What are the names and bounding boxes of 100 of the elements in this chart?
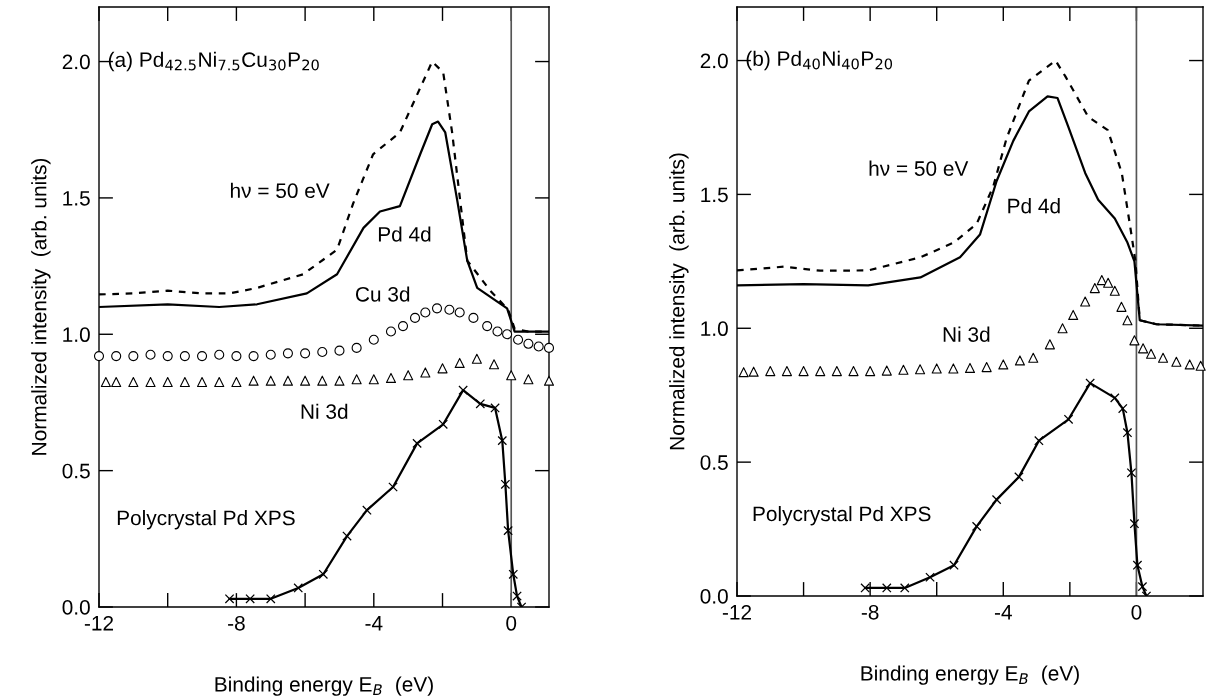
point [248, 375, 259, 386]
point [362, 505, 372, 515]
point [351, 342, 362, 353]
point [385, 372, 397, 383]
point [282, 375, 293, 386]
point [1034, 435, 1044, 446]
point [248, 351, 259, 362]
point [831, 366, 842, 377]
point [512, 591, 522, 601]
point [265, 349, 276, 360]
point [342, 531, 352, 541]
point [948, 363, 959, 374]
point [490, 403, 500, 413]
point [1068, 309, 1079, 320]
point [898, 364, 909, 375]
point [1129, 335, 1140, 346]
point [815, 366, 826, 377]
point [388, 482, 398, 492]
point [523, 374, 534, 385]
point [351, 374, 362, 385]
point [444, 304, 455, 315]
point [1171, 356, 1182, 367]
point [196, 376, 208, 388]
point [420, 367, 431, 378]
point [420, 307, 431, 318]
point [1132, 560, 1143, 571]
point [214, 349, 225, 360]
point [397, 321, 409, 332]
point [964, 362, 976, 373]
point [1129, 518, 1140, 529]
point [881, 365, 892, 376]
point [128, 351, 139, 362]
point [196, 351, 208, 362]
y-axis-title: Normalized intensity (arb. units) [669, 153, 689, 450]
point [738, 367, 749, 378]
point [1116, 301, 1127, 312]
y-axis-title: Normalized intensity (arb. units) [31, 158, 51, 455]
point [865, 366, 876, 377]
point [1057, 323, 1068, 334]
point [848, 366, 859, 377]
point [471, 353, 482, 364]
series-label: hν = 50 eV [230, 182, 330, 199]
point [748, 366, 759, 377]
y-tick-label: 0.5 [700, 455, 728, 470]
x-tick-label: -8 [861, 604, 879, 620]
point [282, 348, 293, 359]
point [1014, 472, 1024, 482]
point [500, 479, 511, 490]
y-tick-label: 0.0 [62, 600, 90, 615]
x-tick-label: 0 [1131, 604, 1142, 620]
x-tick-label: 0 [506, 615, 517, 631]
point [475, 399, 486, 409]
point [385, 326, 397, 337]
point [1122, 315, 1133, 326]
point [981, 362, 992, 373]
point [334, 345, 345, 356]
point [503, 525, 513, 536]
x-tick-label: -4 [365, 616, 383, 631]
series-label: Pd 4d [378, 226, 431, 242]
point [409, 312, 421, 323]
point [1080, 296, 1091, 307]
point [915, 364, 926, 375]
point [454, 307, 465, 318]
point [318, 569, 329, 580]
point [1117, 403, 1128, 414]
point [214, 376, 225, 388]
point [482, 321, 493, 332]
point [781, 366, 792, 377]
point [431, 303, 443, 314]
point [1184, 359, 1195, 370]
point [1158, 352, 1169, 363]
point [317, 346, 328, 358]
point [998, 359, 1009, 370]
y-tick-label: 2.0 [700, 53, 728, 69]
text: (b) Pd$_{40}$Ni$_{40}$P$_{20}$ [746, 50, 893, 71]
y-tick-label: 1.5 [701, 187, 728, 203]
point [368, 334, 379, 345]
point [93, 351, 105, 362]
series-label: Cu 3d [355, 286, 410, 302]
point [128, 376, 139, 388]
point [111, 351, 122, 362]
x-tick-label: -12 [722, 604, 752, 620]
point [1126, 468, 1137, 478]
point [111, 376, 122, 388]
point [971, 521, 982, 532]
point [1109, 285, 1120, 296]
point [1138, 343, 1149, 354]
point [1044, 339, 1055, 350]
point [931, 363, 942, 374]
point [497, 435, 508, 446]
point [334, 375, 345, 386]
y-tick-label: 0.5 [62, 463, 90, 479]
point [899, 583, 910, 593]
point [881, 583, 892, 593]
series-label: Polycrystal Pd XPS [753, 505, 931, 526]
series-label: Pd 4d [1008, 198, 1060, 214]
point [231, 351, 242, 362]
point [1137, 581, 1148, 592]
point [265, 375, 276, 386]
point [533, 341, 544, 352]
